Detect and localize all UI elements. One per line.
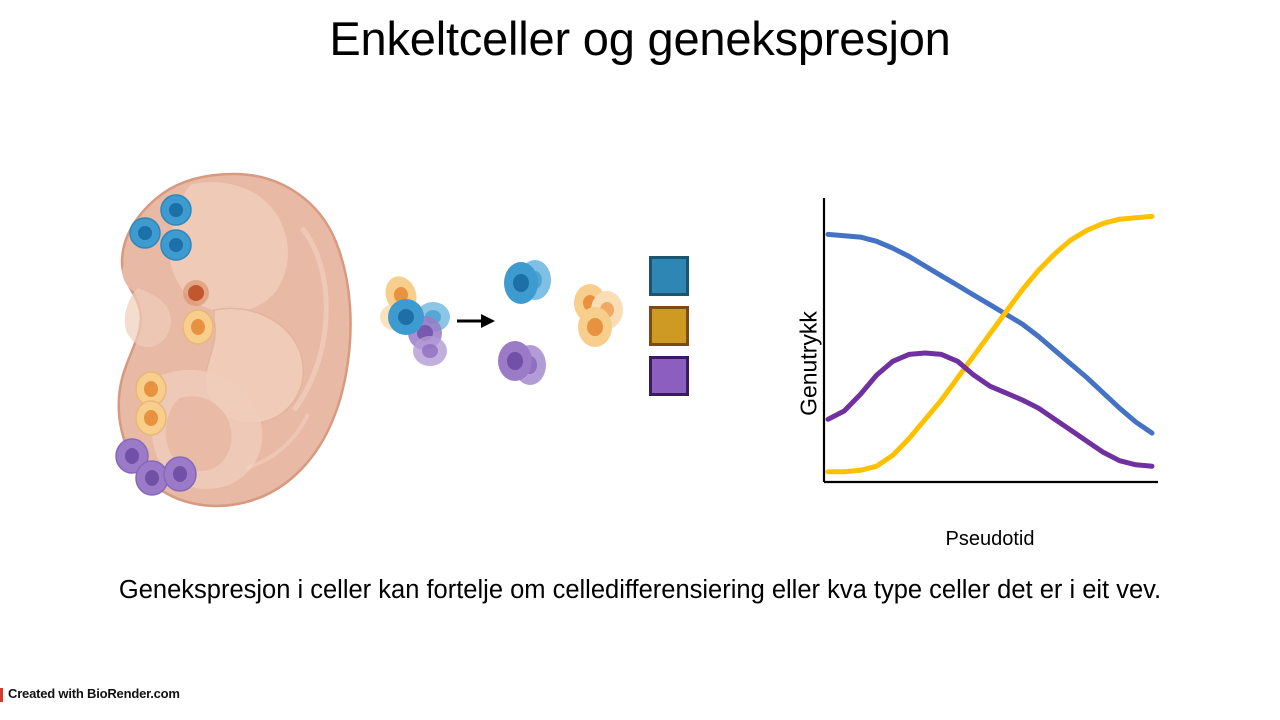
separated-cells-blue bbox=[504, 260, 551, 304]
gene-expression-chart: Genutrykk Pseudotid bbox=[740, 180, 1180, 560]
mixed-cell-cluster bbox=[380, 276, 450, 366]
embryo-cells-orange bbox=[135, 309, 214, 436]
embryo-heart bbox=[183, 280, 209, 306]
page-title: Enkeltceller og genekspresjon bbox=[329, 12, 951, 65]
arrow-icon bbox=[457, 314, 495, 328]
y-axis-label: Genutrykk bbox=[795, 311, 822, 416]
legend-swatch-purple[interactable] bbox=[649, 356, 689, 396]
embryo-cells-purple bbox=[115, 438, 197, 496]
cells-svg bbox=[380, 260, 623, 385]
series-line-purple bbox=[825, 350, 1155, 469]
biorender-credit: Created with BioRender.com bbox=[8, 686, 180, 701]
embryo-svg bbox=[115, 172, 352, 508]
cell-dissociation-diagram bbox=[375, 255, 625, 395]
credit-accent-bar bbox=[0, 688, 3, 702]
embryo-illustration bbox=[96, 168, 366, 512]
legend-swatch-blue[interactable] bbox=[649, 256, 689, 296]
separated-cells-orange bbox=[574, 284, 623, 347]
separated-cells-purple bbox=[498, 341, 546, 385]
legend bbox=[644, 250, 704, 402]
chart-svg bbox=[822, 198, 1158, 484]
embryo-cells-blue bbox=[129, 194, 192, 261]
x-axis-label: Pseudotid bbox=[945, 528, 1035, 550]
legend-swatch-gold[interactable] bbox=[649, 306, 689, 346]
series-line-yellow bbox=[825, 213, 1155, 475]
slide-caption: Genekspresjon i celler kan fortelje om c… bbox=[118, 576, 1162, 604]
series-line-blue bbox=[825, 231, 1155, 436]
